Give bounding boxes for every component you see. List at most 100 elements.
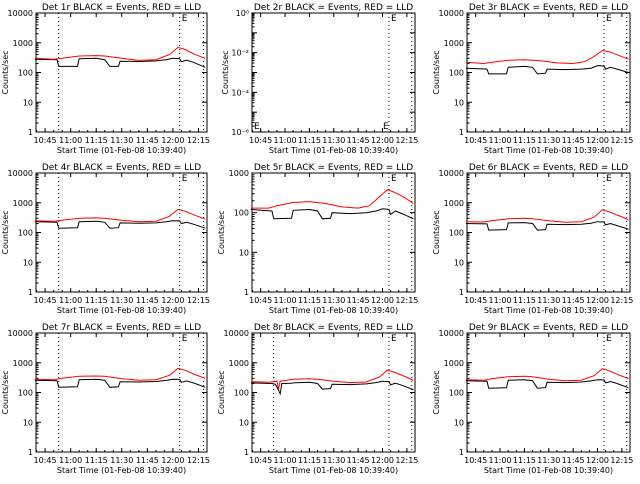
det9-lld-series-line — [465, 368, 629, 382]
det8-y-tick-label: 10 — [239, 418, 249, 427]
det1-x-tick-label: 12:15 — [187, 136, 210, 145]
det4-x-tick-label: 11:15 — [85, 296, 108, 305]
det8-y-tick-label: 1000 — [229, 359, 249, 368]
det2-y-tick-label: 10⁰ — [236, 9, 249, 18]
det5-x-tick-label: 12:15 — [395, 296, 418, 305]
det6-plot-frame — [466, 172, 631, 293]
det5-x-tick-label: 11:45 — [347, 296, 370, 305]
det2-attenuator-marker-bottom: E — [254, 122, 260, 132]
det7-x-tick-label: 12:15 — [187, 456, 210, 465]
det6-x-tick-label: 11:15 — [513, 296, 536, 305]
det2-y-axis-title: Counts/sec — [221, 50, 230, 94]
det7-x-axis-title: Start Time (01-Feb-08 10:39:40) — [57, 466, 186, 475]
det5-x-tick-label: 11:30 — [322, 296, 345, 305]
det7-y-axis-title: Counts/sec — [1, 370, 10, 414]
det4-x-tick-label: 10:45 — [34, 296, 57, 305]
det3-y-tick-label: 1000 — [444, 39, 464, 48]
det7-x-tick-label: 11:00 — [59, 456, 82, 465]
det9-x-tick-label: 11:00 — [489, 456, 512, 465]
det6-chart-title: Det 6r BLACK = Events, RED = LLD — [469, 163, 628, 173]
det8-x-tick-label: 11:45 — [347, 456, 370, 465]
det4-y-tick-label: 1 — [28, 288, 33, 297]
det1-x-axis-title: Start Time (01-Feb-08 10:39:40) — [57, 146, 186, 155]
det9-y-tick-label: 1 — [459, 448, 464, 457]
det1-events-series-line — [34, 57, 206, 68]
det5-y-axis-title: Counts/sec — [217, 210, 226, 254]
det2-attenuator-marker-bottom: E — [383, 122, 389, 132]
det3-events-series-line — [465, 65, 629, 75]
det7-y-tick-label: 1 — [28, 448, 33, 457]
det2-x-tick-label: 10:45 — [249, 136, 272, 145]
det5-lld-series-line — [250, 189, 414, 209]
det8-lld-series-line — [250, 369, 414, 390]
det9-x-tick-label: 11:30 — [537, 456, 560, 465]
det4-attenuator-marker: E — [182, 174, 188, 184]
det2-x-tick-label: 11:15 — [298, 136, 321, 145]
det6-attenuator-marker: E — [606, 174, 612, 184]
det7-events-series-line — [34, 378, 206, 388]
det3-lld-series-line — [465, 49, 629, 65]
det3-y-tick-label: 10 — [454, 98, 464, 107]
det2-x-tick-label: 11:30 — [322, 136, 345, 145]
det4-x-tick-label: 11:00 — [59, 296, 82, 305]
det2-x-tick-label: 11:45 — [347, 136, 370, 145]
det7-attenuator-marker: E — [182, 334, 188, 344]
det1-y-axis-title: Counts/sec — [1, 50, 10, 94]
det1-y-tick-label: 10 — [23, 98, 33, 107]
det6-x-tick-label: 11:45 — [562, 296, 585, 305]
det3-x-tick-label: 12:15 — [610, 136, 633, 145]
det1-y-tick-label: 1000 — [13, 39, 33, 48]
det4-y-tick-label: 10 — [23, 258, 33, 267]
det4-x-axis-title: Start Time (01-Feb-08 10:39:40) — [57, 306, 186, 315]
det9-x-tick-label: 11:45 — [562, 456, 585, 465]
det4-x-tick-label: 11:45 — [136, 296, 159, 305]
det3-y-tick-label: 100 — [449, 69, 464, 78]
det8-chart-title: Det 8r BLACK = Events, RED = LLD — [254, 323, 413, 333]
det2-y-tick-label: 10⁻⁶ — [231, 128, 249, 137]
det8-y-tick-label: 10000 — [224, 329, 249, 338]
det6-y-tick-label: 10 — [454, 258, 464, 267]
det2-x-axis-title: Start Time (01-Feb-08 10:39:40) — [269, 146, 398, 155]
det4-x-tick-label: 12:15 — [187, 296, 210, 305]
det9-events-series-line — [465, 379, 629, 389]
det9-x-tick-label: 11:15 — [513, 456, 536, 465]
det6-x-tick-label: 10:45 — [464, 296, 487, 305]
det2-x-tick-label: 12:00 — [371, 136, 394, 145]
det9-y-tick-label: 1000 — [444, 359, 464, 368]
det6-x-tick-label: 11:00 — [489, 296, 512, 305]
det3-x-tick-label: 11:00 — [489, 136, 512, 145]
det9-y-tick-label: 10000 — [439, 329, 464, 338]
det7-x-tick-label: 11:45 — [136, 456, 159, 465]
det3-attenuator-marker: E — [606, 14, 612, 24]
det4-events-series-line — [34, 220, 206, 229]
det6-x-axis-title: Start Time (01-Feb-08 10:39:40) — [484, 306, 613, 315]
det8-x-tick-label: 12:00 — [371, 456, 394, 465]
det7-chart-title: Det 7r BLACK = Events, RED = LLD — [42, 323, 201, 333]
det6-x-tick-label: 11:30 — [537, 296, 560, 305]
det9-chart-title: Det 9r BLACK = Events, RED = LLD — [469, 323, 628, 333]
det9-y-axis-title: Counts/sec — [432, 370, 441, 414]
det4-x-tick-label: 11:30 — [110, 296, 133, 305]
det1-chart-title: Det 1r BLACK = Events, RED = LLD — [42, 3, 201, 13]
det2-x-tick-label: 11:00 — [274, 136, 297, 145]
det6-y-tick-label: 1000 — [444, 199, 464, 208]
det5-x-axis-title: Start Time (01-Feb-08 10:39:40) — [269, 306, 398, 315]
det2-y-tick-label: 10⁻⁴ — [231, 88, 249, 97]
det5-x-tick-label: 11:15 — [298, 296, 321, 305]
det5-y-tick-label: 100 — [234, 209, 249, 218]
det8-x-tick-label: 11:30 — [322, 456, 345, 465]
det3-chart-title: Det 3r BLACK = Events, RED = LLD — [469, 3, 628, 13]
det4-lld-series-line — [34, 208, 206, 223]
det2-chart-title: Det 2r BLACK = Events, RED = LLD — [254, 3, 413, 13]
det6-events-series-line — [465, 221, 629, 231]
det5-x-tick-label: 12:00 — [371, 296, 394, 305]
det8-plot-frame — [251, 332, 416, 453]
det1-y-tick-label: 100 — [18, 69, 33, 78]
det1-x-tick-label: 10:45 — [34, 136, 57, 145]
det8-x-tick-label: 11:15 — [298, 456, 321, 465]
det9-x-tick-label: 10:45 — [464, 456, 487, 465]
det1-x-tick-label: 11:45 — [136, 136, 159, 145]
det6-y-tick-label: 1 — [459, 288, 464, 297]
det6-y-tick-label: 10000 — [439, 169, 464, 178]
